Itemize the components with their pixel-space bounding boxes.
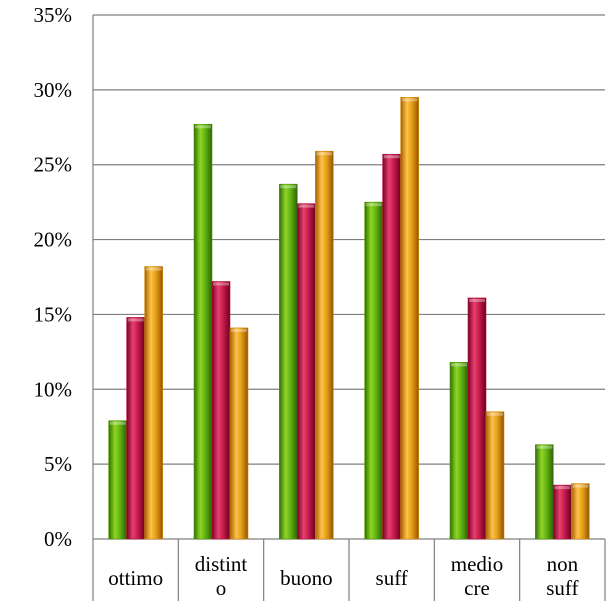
y-tick-label: 20% (34, 228, 73, 252)
bar (211, 281, 231, 540)
bar (382, 153, 401, 540)
bar (193, 123, 213, 540)
y-tick-label: 10% (34, 377, 73, 401)
bar (315, 150, 334, 540)
bar (449, 362, 469, 540)
x-tick-label: ottimo (108, 566, 163, 590)
bars (108, 97, 590, 540)
x-tick-label: distint o (195, 552, 248, 600)
y-tick-label: 5% (44, 452, 72, 476)
x-axis: ottimo distint o buono suff medio cre non suff (92, 539, 606, 601)
bar (535, 444, 554, 540)
bar (126, 317, 145, 540)
y-tick-label: 25% (34, 153, 73, 177)
y-tick-label: 30% (34, 78, 73, 102)
bar (485, 411, 505, 540)
gridlines (92, 14, 605, 540)
bar (297, 203, 316, 540)
bar (364, 201, 383, 540)
bar (467, 297, 487, 540)
y-tick-label: 15% (34, 302, 73, 326)
x-tick-label: non suff (546, 552, 578, 600)
x-tick-label: buono (280, 566, 333, 590)
bar (400, 97, 419, 540)
y-tick-label: 35% (34, 3, 73, 27)
bar (229, 327, 249, 540)
bar (108, 420, 127, 540)
bar (279, 183, 298, 540)
y-axis: 0% 5% 10% 15% 20% 25% 30% 35% (34, 3, 73, 551)
bar (144, 266, 163, 540)
x-tick-label: suff (376, 566, 408, 590)
x-tick-label: medio cre (451, 552, 504, 600)
y-tick-label: 0% (44, 527, 72, 551)
bar (553, 484, 572, 540)
bar (571, 483, 590, 540)
